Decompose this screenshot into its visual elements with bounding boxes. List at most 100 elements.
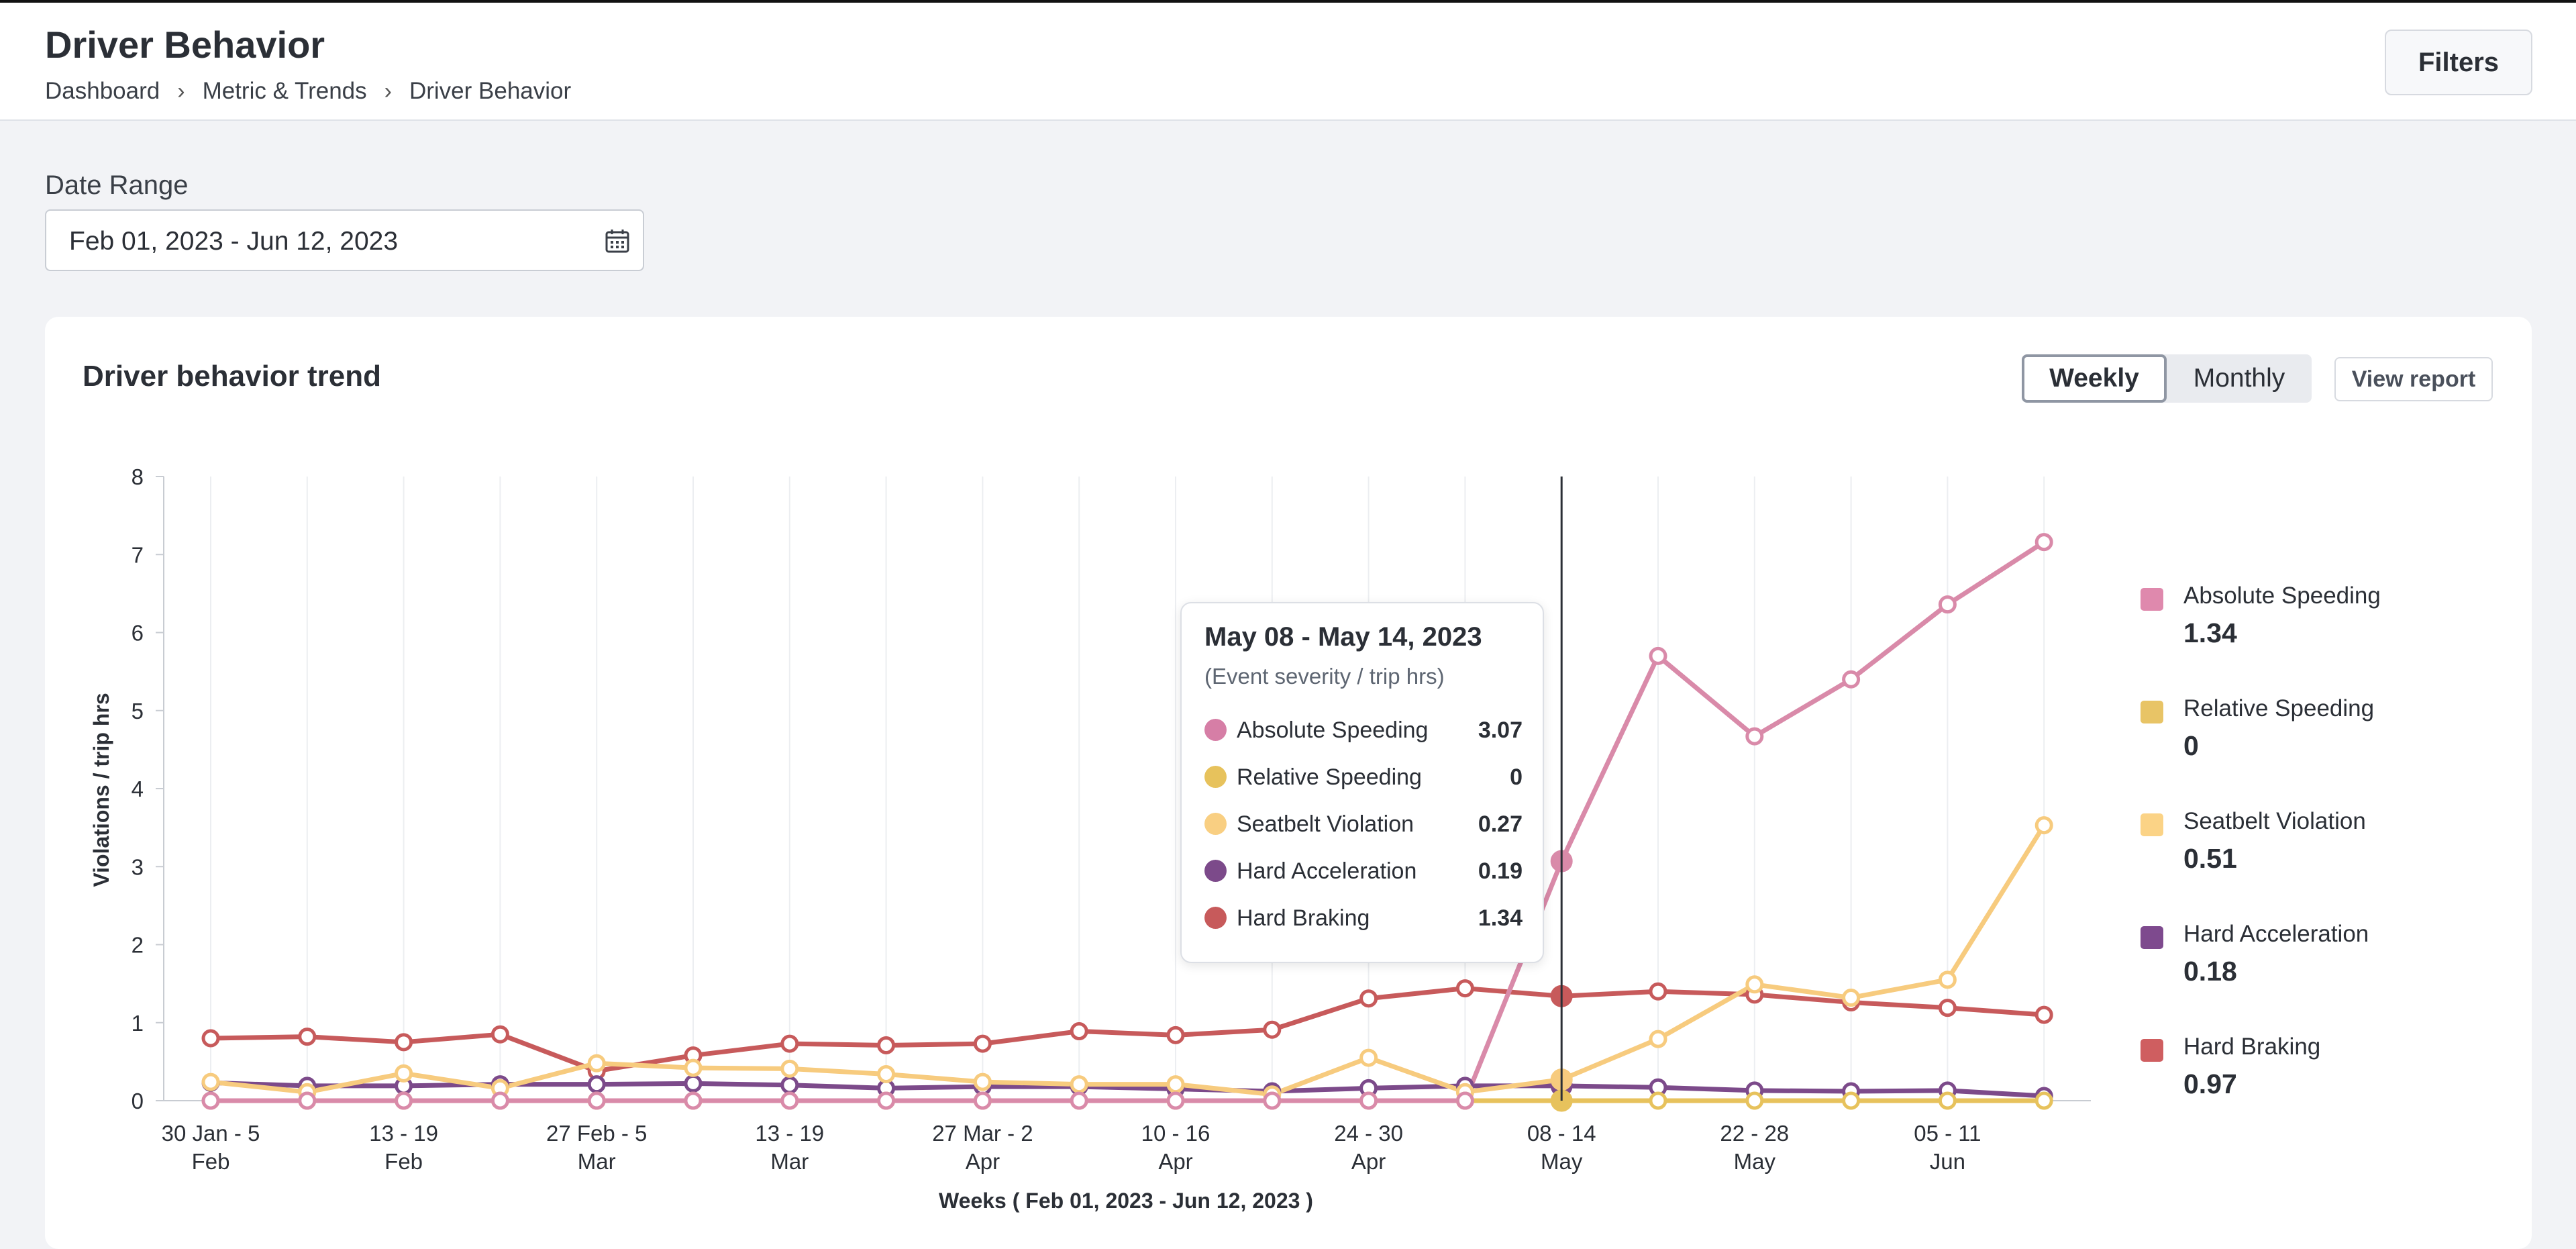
data-point — [780, 1034, 799, 1053]
chart-tooltip: May 08 - May 14, 2023 (Event severity / … — [1180, 602, 1544, 963]
tooltip-row-value: 0.19 — [1478, 858, 1523, 884]
legend-value: 0 — [2183, 730, 2199, 761]
date-range-value: Feb 01, 2023 - Jun 12, 2023 — [69, 227, 399, 256]
data-point — [395, 1064, 413, 1083]
data-point — [395, 1033, 413, 1052]
data-point — [973, 1091, 992, 1110]
page-title: Driver Behavior — [45, 23, 325, 66]
data-point — [684, 1074, 703, 1093]
y-tick-label: 3 — [132, 854, 144, 879]
legend-name: Hard Acceleration — [2183, 921, 2369, 947]
series-dot-icon — [1204, 860, 1227, 882]
legend-swatch — [2141, 813, 2163, 836]
series-line — [208, 540, 2047, 1103]
x-tick-label: Apr — [1158, 1149, 1192, 1174]
y-tick-label: 4 — [132, 777, 144, 801]
breadcrumb-dashboard[interactable]: Dashboard — [45, 78, 160, 104]
x-tick-label: 27 Mar - 2 — [932, 1121, 1033, 1146]
breadcrumb-driver-behavior: Driver Behavior — [409, 78, 572, 104]
legend-value: 1.34 — [2183, 617, 2237, 648]
data-point — [587, 1075, 606, 1094]
x-tick-label: 13 - 19 — [755, 1121, 824, 1146]
data-point — [1070, 1022, 1088, 1041]
data-point — [1263, 1020, 1282, 1039]
card-title: Driver behavior trend — [83, 360, 382, 393]
data-point — [1938, 595, 1957, 614]
tooltip-subtitle: (Event severity / trip hrs) — [1204, 664, 1445, 689]
x-tick-label: 13 - 19 — [369, 1121, 438, 1146]
x-tick-label: May — [1734, 1149, 1776, 1174]
data-point — [684, 1058, 703, 1077]
tooltip-title: May 08 - May 14, 2023 — [1204, 622, 1482, 652]
y-tick-label: 8 — [132, 464, 144, 489]
data-point — [1649, 1030, 1667, 1048]
y-axis-label: Violations / trip hrs — [89, 693, 113, 887]
tooltip-row: Hard Braking 1.34 — [1204, 901, 1523, 935]
x-tick-label: 05 - 11 — [1914, 1121, 1981, 1146]
tooltip-row-value: 0.27 — [1478, 811, 1523, 837]
calendar-icon[interactable] — [605, 228, 630, 254]
tooltip-row: Hard Acceleration 0.19 — [1204, 854, 1523, 888]
legend-item-hard-acceleration[interactable]: Hard Acceleration 0.18 — [2141, 921, 2489, 1001]
breadcrumb-metric-trends[interactable]: Metric & Trends — [202, 78, 367, 104]
legend-swatch — [2141, 588, 2163, 611]
y-tick-label: 6 — [132, 621, 144, 646]
x-tick-label: Apr — [966, 1149, 1000, 1174]
y-tick-label: 5 — [132, 699, 144, 723]
tooltip-row: Absolute Speeding 3.07 — [1204, 713, 1523, 747]
tooltip-row-name: Relative Speeding — [1237, 764, 1422, 790]
legend-item-seatbelt-violation[interactable]: Seatbelt Violation 0.51 — [2141, 808, 2489, 889]
data-point — [298, 1028, 317, 1046]
x-tick-label: 30 Jan - 5 — [162, 1121, 260, 1146]
legend-item-relative-speeding[interactable]: Relative Speeding 0 — [2141, 695, 2489, 776]
x-tick-label: 27 Feb - 5 — [546, 1121, 647, 1146]
weekly-toggle-button[interactable]: Weekly — [2022, 354, 2167, 403]
series-dot-icon — [1204, 719, 1227, 741]
tooltip-row-value: 0 — [1510, 764, 1523, 790]
legend-item-absolute-speeding[interactable]: Absolute Speeding 1.34 — [2141, 583, 2489, 663]
top-border — [0, 0, 2576, 3]
x-tick-label: Mar — [578, 1149, 616, 1174]
data-point — [1263, 1091, 1282, 1110]
legend-item-hard-braking[interactable]: Hard Braking 0.97 — [2141, 1034, 2489, 1114]
y-tick-label: 2 — [132, 933, 144, 958]
data-point — [1649, 646, 1667, 665]
data-point — [877, 1064, 896, 1083]
data-point — [1455, 1091, 1474, 1110]
x-tick-label: Jun — [1930, 1149, 1965, 1174]
data-point — [1938, 1091, 1957, 1110]
data-point — [1070, 1075, 1088, 1094]
date-range-input[interactable]: Feb 01, 2023 - Jun 12, 2023 — [45, 209, 644, 271]
data-point — [1842, 989, 1861, 1007]
data-point — [973, 1072, 992, 1091]
series-dot-icon — [1204, 766, 1227, 788]
data-point — [1745, 727, 1764, 746]
tooltip-row-name: Seatbelt Violation — [1237, 811, 1414, 837]
data-point — [587, 1091, 606, 1110]
data-point — [780, 1076, 799, 1095]
filters-button[interactable]: Filters — [2385, 30, 2532, 95]
chart-series — [201, 533, 2053, 1112]
y-tick-label: 0 — [132, 1089, 144, 1113]
x-axis-label: Weeks ( Feb 01, 2023 - Jun 12, 2023 ) — [939, 1189, 1313, 1213]
legend-swatch — [2141, 701, 2163, 723]
tooltip-row-name: Absolute Speeding — [1237, 717, 1429, 743]
data-point — [298, 1091, 317, 1110]
x-tick-label: Apr — [1351, 1149, 1386, 1174]
data-point — [2034, 816, 2053, 835]
legend-name: Hard Braking — [2183, 1034, 2321, 1060]
series-line — [208, 986, 2047, 1074]
data-point — [1938, 970, 1957, 989]
legend-name: Seatbelt Violation — [2183, 808, 2366, 834]
data-point — [201, 1072, 220, 1091]
y-tick-label: 7 — [132, 542, 144, 567]
view-report-button[interactable]: View report — [2334, 357, 2493, 401]
data-point — [201, 1029, 220, 1048]
data-point — [684, 1091, 703, 1110]
x-tick-label: Mar — [770, 1149, 809, 1174]
data-point — [2034, 1091, 2053, 1110]
tooltip-row-name: Hard Braking — [1237, 905, 1370, 931]
monthly-toggle-button[interactable]: Monthly — [2167, 354, 2312, 403]
y-tick-label: 1 — [132, 1011, 144, 1036]
